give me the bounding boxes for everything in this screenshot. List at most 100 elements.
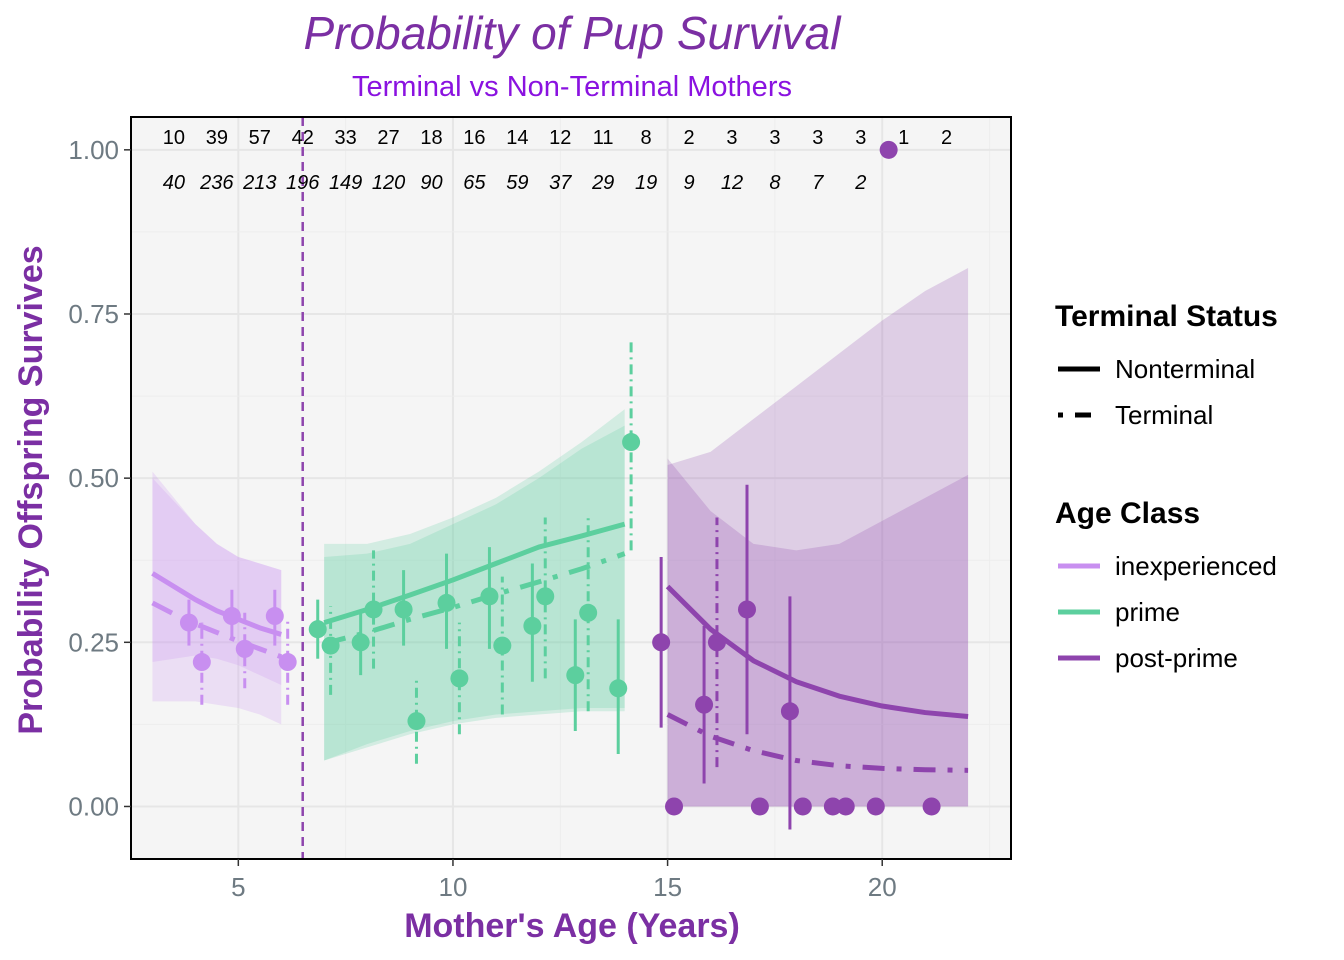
count-terminal: 9 <box>683 172 694 194</box>
data-point <box>536 587 555 606</box>
count-nonterminal: 2 <box>941 127 952 149</box>
band-prime-terminal <box>324 409 625 761</box>
x-axis-title: Mother's Age (Years) <box>404 907 740 945</box>
count-terminal: 12 <box>721 172 743 194</box>
count-nonterminal: 11 <box>593 127 614 149</box>
data-point <box>566 666 585 685</box>
data-point <box>364 600 383 619</box>
count-terminal: 8 <box>769 172 780 194</box>
count-nonterminal: 12 <box>549 127 571 149</box>
count-terminal: 19 <box>635 172 657 194</box>
y-tick-label: 0.25 <box>68 627 119 657</box>
fit-line-inexperienced-nonterminal <box>151 571 282 637</box>
count-terminal: 65 <box>463 172 486 194</box>
band-post-prime-terminal <box>667 458 969 807</box>
count-terminal: 120 <box>372 172 405 194</box>
count-terminal: 196 <box>286 172 320 194</box>
count-nonterminal: 1 <box>898 127 909 149</box>
count-nonterminal: 10 <box>163 127 185 149</box>
plot-border <box>130 116 1012 860</box>
sample-size-labels: 1040392365721342196331492712018901665145… <box>163 127 952 194</box>
data-point <box>437 593 456 612</box>
legend-item-inexperienced: inexperienced <box>1058 551 1277 581</box>
legend-title-status: Terminal Status <box>1055 300 1278 333</box>
y-tick-label: 0.00 <box>68 791 119 821</box>
count-terminal: 2 <box>854 172 866 194</box>
chart-subtitle: Terminal vs Non-Terminal Mothers <box>352 71 792 103</box>
count-terminal: 40 <box>163 172 185 194</box>
data-point <box>665 797 684 816</box>
data-point <box>480 587 499 606</box>
data-point <box>493 636 512 655</box>
data-point <box>780 702 799 721</box>
chart-title: Probability of Pup Survival <box>304 7 843 59</box>
fit-line-inexperienced-terminal <box>151 600 283 660</box>
data-point <box>836 797 855 816</box>
legend-title-class: Age Class <box>1055 497 1200 530</box>
legend-label: prime <box>1115 597 1180 627</box>
data-point <box>523 616 542 635</box>
legend-item-terminal: Terminal <box>1058 400 1213 430</box>
y-axis: 0.00 0.25 0.50 0.75 1.00 <box>68 135 131 821</box>
data-point <box>609 679 628 698</box>
data-point <box>394 600 413 619</box>
count-terminal: 37 <box>549 172 572 194</box>
count-terminal: 149 <box>329 172 362 194</box>
data-point <box>235 639 254 658</box>
data-points <box>179 140 941 816</box>
data-point <box>622 433 641 452</box>
data-point <box>866 797 885 816</box>
band-prime-nonterminal <box>324 425 625 761</box>
data-point <box>351 633 370 652</box>
count-nonterminal: 8 <box>641 127 652 149</box>
band-post-prime-nonterminal <box>667 268 969 807</box>
data-point <box>308 620 327 639</box>
count-nonterminal: 2 <box>683 127 694 149</box>
legend-item-prime: prime <box>1058 597 1180 627</box>
x-axis: 5 10 15 20 <box>231 859 897 902</box>
data-point <box>793 797 812 816</box>
data-point <box>265 607 284 626</box>
plot-panel: 1040392365721342196331492712018901665145… <box>130 116 1012 860</box>
band-inexperienced-nonterminal <box>152 478 282 685</box>
count-nonterminal: 39 <box>206 127 228 149</box>
data-point <box>922 797 941 816</box>
count-terminal: 29 <box>591 172 614 194</box>
data-point <box>707 633 726 652</box>
band-inexperienced-terminal <box>152 471 282 725</box>
data-point <box>321 636 340 655</box>
data-point <box>579 603 598 622</box>
count-nonterminal: 18 <box>420 127 442 149</box>
x-tick-label: 5 <box>231 872 245 902</box>
legend-item-post-prime: post-prime <box>1058 643 1238 673</box>
data-point <box>192 653 211 672</box>
count-nonterminal: 33 <box>335 127 357 149</box>
data-point <box>222 607 241 626</box>
data-point <box>450 669 469 688</box>
y-tick-label: 0.75 <box>68 299 119 329</box>
legend-label: Terminal <box>1115 400 1213 430</box>
legend-label: Nonterminal <box>1115 354 1255 384</box>
plot-background <box>131 117 1011 859</box>
legend-label: post-prime <box>1115 643 1238 673</box>
legend-item-nonterminal: Nonterminal <box>1058 354 1255 384</box>
data-point <box>879 140 898 159</box>
y-tick-label: 1.00 <box>68 135 119 165</box>
count-terminal: 7 <box>812 172 824 194</box>
data-point <box>738 600 756 619</box>
count-nonterminal: 3 <box>812 127 823 149</box>
legend-label: inexperienced <box>1115 551 1277 581</box>
count-nonterminal: 16 <box>463 127 485 149</box>
count-terminal: 90 <box>420 172 442 194</box>
data-point <box>652 633 671 652</box>
count-nonterminal: 57 <box>249 127 271 149</box>
y-tick-label: 0.50 <box>68 463 119 493</box>
count-terminal: 236 <box>199 172 234 194</box>
count-nonterminal: 42 <box>292 127 314 149</box>
confidence-bands <box>152 268 969 807</box>
count-nonterminal: 3 <box>726 127 737 149</box>
data-point <box>278 653 297 672</box>
data-point <box>750 797 769 816</box>
x-tick-label: 15 <box>653 872 682 902</box>
